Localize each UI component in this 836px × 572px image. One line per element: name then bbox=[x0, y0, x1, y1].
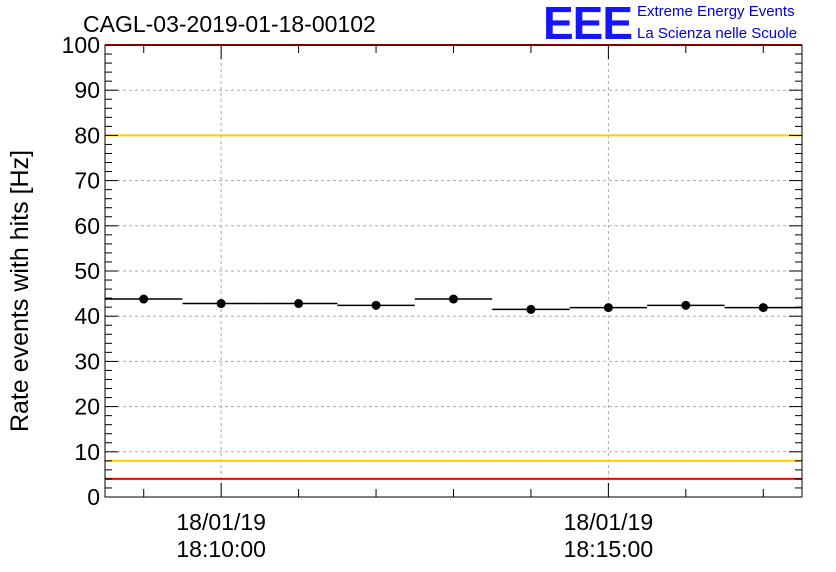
data-series bbox=[105, 294, 802, 314]
y-tick-label: 70 bbox=[74, 168, 100, 194]
data-point bbox=[526, 304, 536, 314]
threshold-lines bbox=[105, 44, 802, 480]
y-tick-label: 60 bbox=[74, 213, 100, 239]
data-point bbox=[371, 300, 381, 310]
y-tick-label: 40 bbox=[74, 303, 100, 329]
grid-lines bbox=[105, 45, 802, 497]
data-point bbox=[449, 294, 458, 304]
y-tick-label: 50 bbox=[74, 258, 100, 284]
data-point bbox=[294, 299, 304, 309]
x-tick-time-label: 18:15:00 bbox=[564, 536, 654, 562]
data-point bbox=[603, 303, 613, 313]
run-title: CAGL-03-2019-01-18-00102 bbox=[83, 11, 376, 37]
x-tick-date-label: 18/01/19 bbox=[176, 509, 266, 535]
logo-tagline-2: La Scienza nelle Scuole bbox=[637, 25, 798, 42]
eee-logo: EEE bbox=[543, 0, 633, 49]
data-point bbox=[216, 299, 226, 309]
y-tick-label: 100 bbox=[62, 32, 100, 58]
y-tick-label: 90 bbox=[74, 77, 100, 103]
y-tick-label: 30 bbox=[74, 348, 100, 374]
x-tick-time-label: 18:10:00 bbox=[176, 536, 266, 562]
y-tick-labels: 0 10 20 30 40 50 60 70 80 90 100 bbox=[62, 32, 100, 510]
data-point bbox=[758, 303, 768, 313]
axis-ticks bbox=[105, 44, 802, 498]
y-tick-label: 0 bbox=[87, 484, 100, 510]
logo-tagline-1: Extreme Energy Events bbox=[637, 3, 795, 20]
y-tick-label: 80 bbox=[74, 122, 100, 148]
data-point bbox=[681, 300, 691, 310]
y-tick-label: 20 bbox=[74, 394, 100, 420]
y-tick-label: 10 bbox=[74, 439, 100, 465]
x-tick-date-label: 18/01/19 bbox=[564, 509, 654, 535]
data-point bbox=[139, 294, 149, 304]
y-axis-title: Rate events with hits [Hz] bbox=[6, 150, 34, 432]
